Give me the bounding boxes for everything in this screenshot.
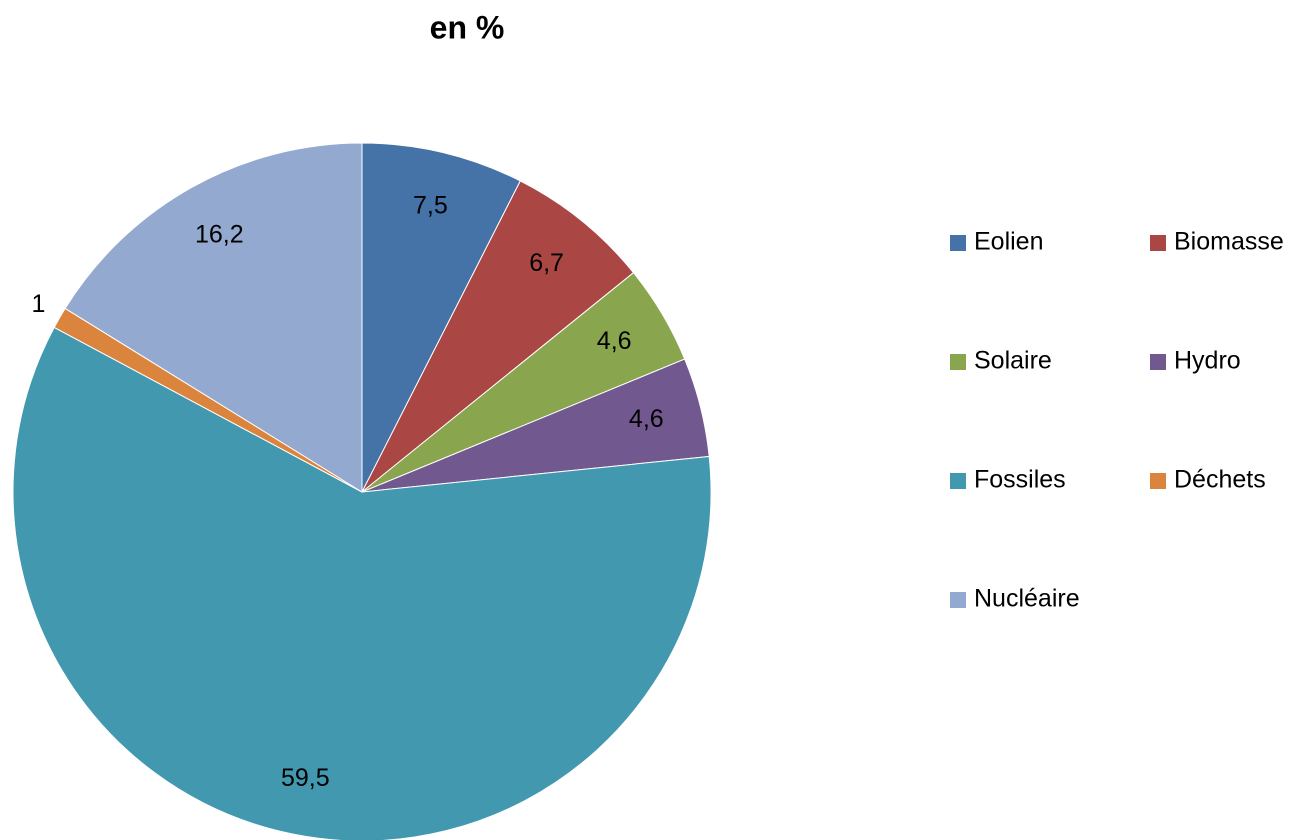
legend-label: Fossiles [974, 466, 1066, 494]
legend-swatch [1150, 354, 1166, 370]
pie-slice [361, 180, 635, 493]
legend-label: Nucléaire [974, 585, 1080, 613]
pie-slice [12, 326, 712, 840]
legend-swatch [1150, 473, 1166, 489]
legend-label: Hydro [1174, 347, 1241, 375]
legend-label: Solaire [974, 347, 1052, 375]
legend-label: Eolien [974, 228, 1044, 256]
legend-swatch [1150, 235, 1166, 251]
legend-swatch [950, 235, 966, 251]
data-label: 59,5 [281, 764, 330, 792]
data-label: 16,2 [195, 221, 244, 249]
chart-title: en % [430, 9, 505, 45]
legend-label: Déchets [1174, 466, 1266, 494]
pie-slice [64, 142, 363, 493]
legend-swatch [950, 354, 966, 370]
data-label: 4,6 [629, 405, 664, 433]
legend-label: Biomasse [1174, 228, 1284, 256]
legend-swatch [950, 473, 966, 489]
data-label: 4,6 [597, 327, 632, 355]
data-label: 6,7 [529, 249, 564, 277]
data-label: 1 [31, 290, 45, 318]
legend-swatch [950, 592, 966, 608]
data-label: 7,5 [413, 192, 448, 220]
pie-slice [361, 142, 521, 493]
